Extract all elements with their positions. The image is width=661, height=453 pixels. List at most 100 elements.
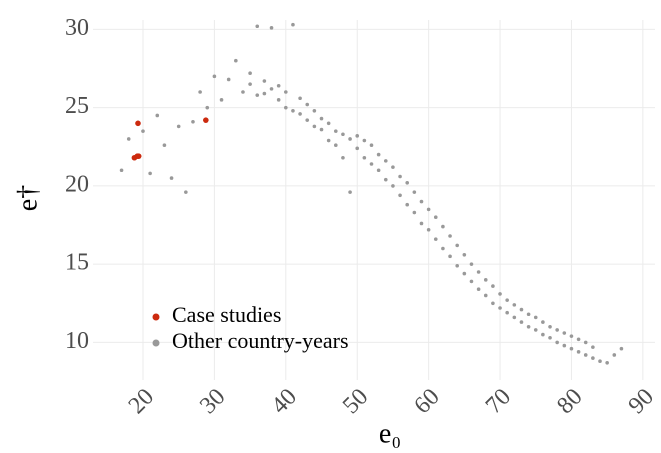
point <box>369 143 374 148</box>
point <box>205 105 210 110</box>
point <box>448 234 452 238</box>
point <box>433 237 438 241</box>
x-tick-label: 80 <box>552 384 587 419</box>
point <box>291 22 295 27</box>
point <box>203 117 209 123</box>
point <box>526 312 531 317</box>
point <box>341 155 345 160</box>
point <box>405 180 410 185</box>
point <box>212 74 217 79</box>
points <box>119 22 624 365</box>
point <box>455 243 459 248</box>
point <box>498 292 502 296</box>
point <box>555 340 559 345</box>
y-tick-label: 15 <box>65 250 89 276</box>
point <box>469 279 474 284</box>
point <box>405 202 410 207</box>
point <box>483 278 488 282</box>
x-tick-label: 60 <box>409 384 444 419</box>
point <box>512 315 517 320</box>
point <box>583 340 588 345</box>
point <box>162 143 167 148</box>
point <box>298 112 302 116</box>
point <box>319 116 324 121</box>
point <box>555 328 559 332</box>
point <box>169 176 174 180</box>
point <box>469 262 474 266</box>
point <box>284 105 288 110</box>
point <box>448 254 452 259</box>
point <box>191 119 195 124</box>
point <box>319 127 324 132</box>
point <box>155 113 160 118</box>
point <box>383 177 388 182</box>
point <box>576 337 581 342</box>
point <box>548 324 552 329</box>
point <box>276 98 281 102</box>
point <box>576 350 581 354</box>
point <box>441 246 445 251</box>
point <box>326 121 331 126</box>
point <box>476 270 481 274</box>
point <box>248 71 252 76</box>
point <box>569 346 574 351</box>
y-tick-label: 10 <box>65 328 89 354</box>
point <box>305 102 310 107</box>
point <box>362 155 367 160</box>
point <box>248 82 252 86</box>
point <box>412 210 417 215</box>
point <box>262 79 267 83</box>
y-tick-label: 25 <box>65 93 89 119</box>
point <box>548 335 552 340</box>
point <box>391 184 395 188</box>
point <box>284 90 288 94</box>
point <box>269 87 274 91</box>
point <box>305 118 310 122</box>
point <box>426 207 431 212</box>
point <box>184 190 188 194</box>
point <box>269 26 274 30</box>
point <box>126 137 131 141</box>
point <box>348 190 352 194</box>
point <box>333 129 338 133</box>
point <box>376 152 381 157</box>
grid <box>93 20 655 380</box>
y-tick-label: 20 <box>65 171 89 197</box>
point <box>619 346 624 351</box>
point <box>533 315 538 320</box>
y-axis-title: e† <box>12 185 43 211</box>
point <box>141 129 145 133</box>
point <box>462 252 467 257</box>
legend-label: Case studies <box>172 302 281 327</box>
point <box>148 171 152 176</box>
point <box>234 58 238 63</box>
point <box>476 287 481 292</box>
point <box>291 108 295 113</box>
point <box>412 190 417 194</box>
point <box>355 134 360 138</box>
point <box>462 271 467 276</box>
point <box>398 174 402 179</box>
point <box>176 124 181 129</box>
point <box>419 199 424 204</box>
point <box>591 356 595 360</box>
point <box>255 24 260 29</box>
x-tick-label: 30 <box>195 384 230 419</box>
point <box>219 98 224 102</box>
point <box>569 334 574 338</box>
point <box>433 215 438 220</box>
point <box>591 345 595 349</box>
point <box>519 320 524 324</box>
point <box>262 91 267 96</box>
point <box>419 221 424 226</box>
point <box>391 165 395 169</box>
legend-swatch <box>152 339 160 347</box>
point <box>135 120 141 127</box>
point <box>255 93 260 97</box>
point <box>355 146 360 151</box>
point <box>383 159 388 163</box>
point <box>519 307 524 312</box>
x-tick-label: 40 <box>267 384 302 419</box>
